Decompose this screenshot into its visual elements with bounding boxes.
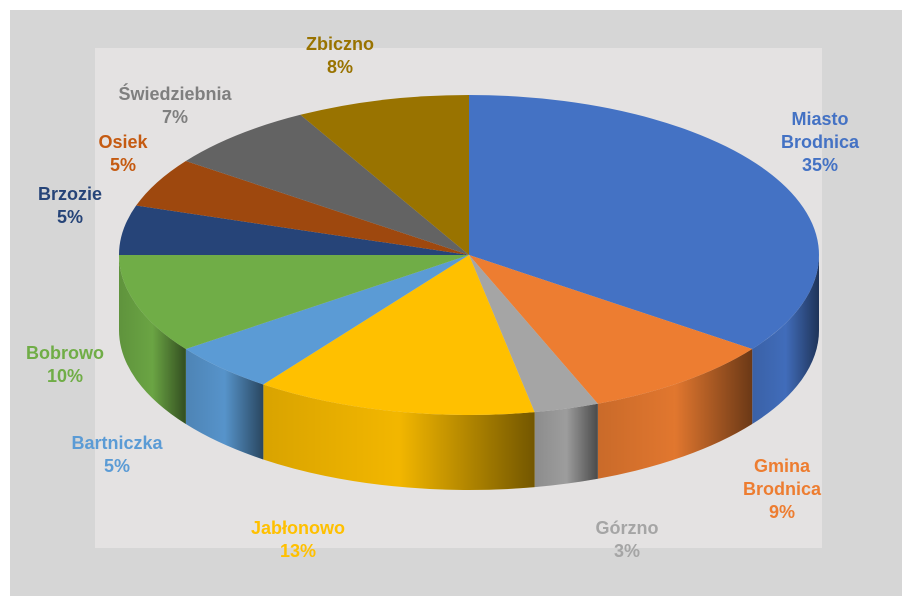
value-label: 7% xyxy=(161,107,188,127)
slice xyxy=(300,95,469,255)
value-label: 5% xyxy=(56,207,83,227)
data-label: Bobrowo 10% xyxy=(15,342,115,388)
category-label: Osiek xyxy=(98,132,148,152)
category-label: Bobrowo xyxy=(26,343,104,363)
data-label: Brzozie 5% xyxy=(20,183,120,229)
data-label: Górzno 3% xyxy=(577,517,677,563)
data-label: Zbiczno 8% xyxy=(290,33,390,79)
slice xyxy=(119,205,469,255)
slice xyxy=(185,255,469,385)
slice-side-shade xyxy=(534,403,598,488)
slice xyxy=(185,114,469,256)
category-label: Świedziebnia xyxy=(118,84,232,104)
value-label: 8% xyxy=(326,57,353,77)
value-label: 35% xyxy=(801,155,839,175)
category-label: Gmina Brodnica xyxy=(742,456,821,499)
data-label: Gmina Brodnica 9% xyxy=(727,455,837,524)
data-label: Osiek 5% xyxy=(83,131,163,177)
slice-side-shade xyxy=(752,255,819,425)
category-label: Brzozie xyxy=(37,184,102,204)
category-label: Zbiczno xyxy=(306,34,374,54)
value-label: 3% xyxy=(613,541,640,561)
slice-side-shade xyxy=(185,349,264,460)
data-label: Miasto Brodnica 35% xyxy=(760,108,880,177)
value-label: 9% xyxy=(768,502,795,522)
value-label: 5% xyxy=(103,456,130,476)
value-label: 10% xyxy=(46,366,84,386)
slice xyxy=(119,255,469,350)
data-label: Bartniczka 5% xyxy=(57,432,177,478)
slice xyxy=(469,255,753,404)
slice xyxy=(136,160,469,255)
value-label: 13% xyxy=(279,541,317,561)
slice-side-shade xyxy=(597,349,753,479)
data-label: Jabłonowo 13% xyxy=(238,517,358,563)
slice xyxy=(263,255,535,415)
data-label: Świedziebnia 7% xyxy=(95,83,255,129)
category-label: Jabłonowo xyxy=(251,518,345,538)
slice xyxy=(469,255,598,413)
category-label: Bartniczka xyxy=(71,433,163,453)
category-label: Miasto Brodnica xyxy=(780,109,859,152)
slice xyxy=(469,95,820,350)
value-label: 5% xyxy=(109,155,136,175)
slice-side-shade xyxy=(119,255,186,425)
category-label: Górzno xyxy=(595,518,659,538)
slice-side-shade xyxy=(263,384,535,490)
